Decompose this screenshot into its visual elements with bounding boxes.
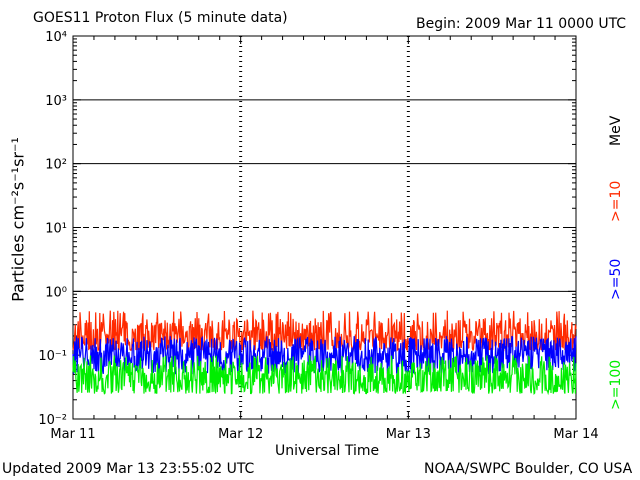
legend-series-ge100: >=100 xyxy=(608,359,624,410)
series-line-2 xyxy=(72,354,577,396)
x-tick-label: Mar 13 xyxy=(386,427,431,442)
legend-series-ge50: >=50 xyxy=(608,258,624,300)
x-tick-label: Mar 12 xyxy=(218,427,263,442)
y-tick-label: 10² xyxy=(45,158,67,173)
updated-timestamp: Updated 2009 Mar 13 23:55:02 UTC xyxy=(2,461,255,477)
source-credit: NOAA/SWPC Boulder, CO USA xyxy=(424,461,633,477)
legend-series-ge10: >=10 xyxy=(608,180,624,222)
x-tick-label: Mar 14 xyxy=(553,427,598,442)
legend-unit-mev: MeV xyxy=(608,115,624,146)
x-axis-label: Universal Time xyxy=(275,443,380,459)
y-tick-label: 10³ xyxy=(45,94,67,109)
y-tick-label: 10¹ xyxy=(45,222,67,237)
y-tick-label: 10⁴ xyxy=(45,30,67,45)
x-tick-label: Mar 11 xyxy=(50,427,95,442)
y-axis-label: Particles cm⁻²s⁻¹sr⁻¹ xyxy=(8,137,28,302)
y-tick-label: 10⁻² xyxy=(38,413,67,428)
y-tick-label: 10⁻¹ xyxy=(38,349,67,364)
y-tick-label: 10⁰ xyxy=(45,285,67,300)
chart-title: GOES11 Proton Flux (5 minute data) xyxy=(33,10,288,26)
begin-time: Begin: 2009 Mar 11 0000 UTC xyxy=(416,16,627,32)
